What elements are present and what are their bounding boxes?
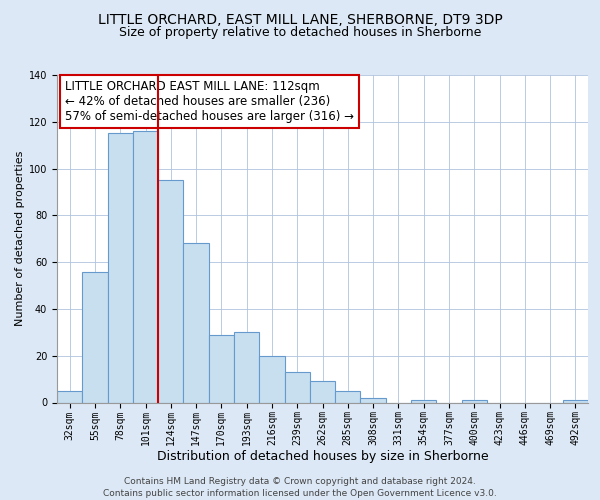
Bar bbox=[209, 334, 234, 402]
Bar bbox=[234, 332, 259, 402]
Bar bbox=[310, 382, 335, 402]
Bar bbox=[461, 400, 487, 402]
Bar bbox=[133, 131, 158, 402]
Bar bbox=[259, 356, 284, 403]
Bar bbox=[563, 400, 588, 402]
Bar bbox=[184, 244, 209, 402]
X-axis label: Distribution of detached houses by size in Sherborne: Distribution of detached houses by size … bbox=[157, 450, 488, 462]
Bar bbox=[158, 180, 184, 402]
Bar bbox=[57, 391, 82, 402]
Y-axis label: Number of detached properties: Number of detached properties bbox=[14, 151, 25, 326]
Bar bbox=[411, 400, 436, 402]
Bar bbox=[107, 134, 133, 402]
Bar bbox=[361, 398, 386, 402]
Bar bbox=[335, 391, 361, 402]
Bar bbox=[82, 272, 107, 402]
Text: LITTLE ORCHARD, EAST MILL LANE, SHERBORNE, DT9 3DP: LITTLE ORCHARD, EAST MILL LANE, SHERBORN… bbox=[98, 12, 502, 26]
Text: Contains HM Land Registry data © Crown copyright and database right 2024.
Contai: Contains HM Land Registry data © Crown c… bbox=[103, 476, 497, 498]
Bar bbox=[284, 372, 310, 402]
Text: LITTLE ORCHARD EAST MILL LANE: 112sqm
← 42% of detached houses are smaller (236): LITTLE ORCHARD EAST MILL LANE: 112sqm ← … bbox=[65, 80, 354, 123]
Text: Size of property relative to detached houses in Sherborne: Size of property relative to detached ho… bbox=[119, 26, 481, 39]
